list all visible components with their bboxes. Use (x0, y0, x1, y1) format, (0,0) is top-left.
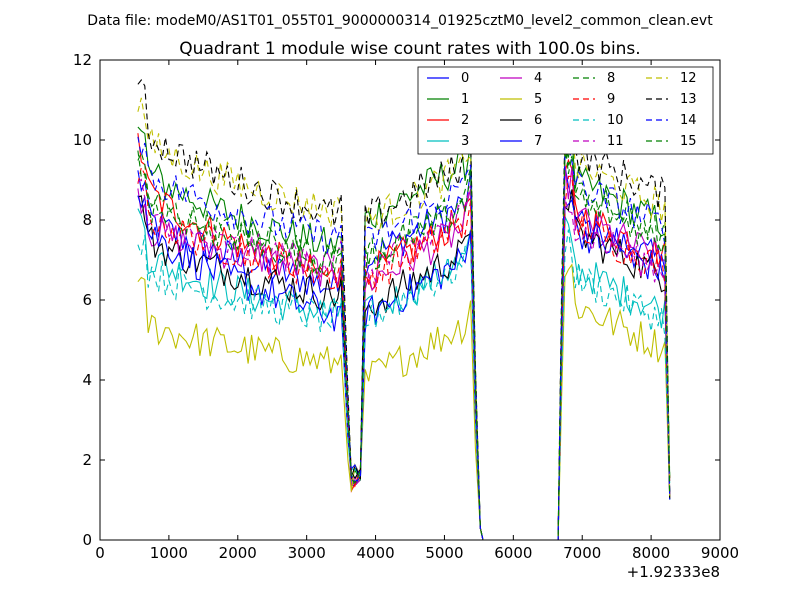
series-line-8 (137, 142, 671, 541)
legend-label-1: 1 (461, 92, 469, 107)
legend-label-4: 4 (534, 71, 542, 86)
x-tick-label: 0 (95, 544, 105, 562)
series-line-0 (137, 166, 671, 541)
data-file-label: Data file: modeM0/AS1T01_055T01_90000003… (87, 13, 713, 29)
x-tick-label: 1000 (150, 544, 188, 562)
legend-label-2: 2 (461, 113, 469, 128)
series-line-15 (137, 150, 671, 541)
series-line-10 (137, 229, 671, 541)
legend-label-8: 8 (607, 71, 615, 86)
x-tick-label: 6000 (494, 544, 532, 562)
y-tick-label: 8 (82, 211, 92, 229)
legend-label-11: 11 (607, 134, 624, 149)
legend-label-13: 13 (680, 92, 697, 107)
series-line-9 (137, 165, 671, 541)
y-tick-label: 6 (82, 291, 92, 309)
x-tick-label: 7000 (563, 544, 601, 562)
y-tick-label: 10 (73, 131, 92, 149)
legend-label-14: 14 (680, 113, 697, 128)
legend-label-12: 12 (680, 71, 697, 86)
x-offset-label: +1.92333e8 (627, 563, 720, 581)
x-tick-label: 5000 (425, 544, 463, 562)
series-line-14 (137, 136, 671, 541)
series-line-1 (137, 126, 671, 541)
x-tick-label: 3000 (288, 544, 326, 562)
x-tick-label: 4000 (356, 544, 394, 562)
series-layer (137, 79, 671, 541)
series-line-7 (137, 195, 671, 541)
y-tick-label: 0 (82, 531, 92, 549)
x-tick-label: 2000 (219, 544, 257, 562)
legend-label-7: 7 (534, 134, 542, 149)
y-tick-label: 2 (82, 451, 92, 469)
legend-frame (417, 66, 714, 155)
series-line-11 (137, 178, 671, 541)
y-tick-label: 12 (73, 51, 92, 69)
series-line-5 (137, 263, 671, 541)
legend-label-0: 0 (461, 71, 469, 86)
legend-label-3: 3 (461, 134, 469, 149)
legend-label-15: 15 (680, 134, 697, 149)
x-tick-label: 9000 (701, 544, 739, 562)
x-tick-label: 8000 (632, 544, 670, 562)
legend-label-6: 6 (534, 113, 542, 128)
ticks-layer: 0 1000 2000 3000 4000 5000 6000 7000 8000 9000 0 2 4… (73, 51, 739, 562)
legend-label-5: 5 (534, 92, 542, 107)
series-line-12 (137, 97, 671, 541)
chart-title: Quadrant 1 module wise count rates with … (179, 39, 640, 59)
legend-label-9: 9 (607, 92, 615, 107)
legend-label-10: 10 (607, 113, 624, 128)
y-tick-label: 4 (82, 371, 92, 389)
